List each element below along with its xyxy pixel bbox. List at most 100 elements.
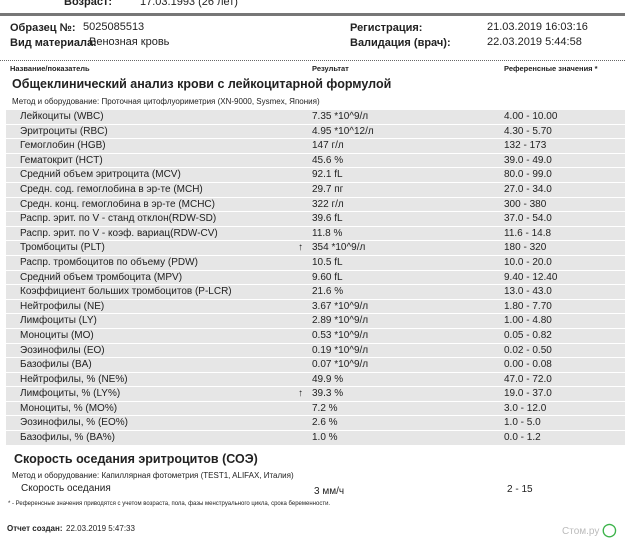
cbc-method: Метод и оборудование: Проточная цитофлуо… [12,97,320,106]
row-result: 4.95 *10^12/л [312,125,374,137]
tooth-icon: ◯ [602,522,617,537]
row-name: Базофилы (BA) [20,359,92,371]
report-label: Отчет создан: [7,524,63,533]
high-flag-icon: ↑ [298,388,303,400]
row-ref: 11.6 - 14.8 [504,227,552,239]
row-ref: 1.80 - 7.70 [504,300,552,312]
table-row: Лимфоциты (LY) 2.89 *10^9/л 1.00 - 4.80 [6,314,625,329]
table-row: Моноциты, % (MO%) 7.2 % 3.0 - 12.0 [6,401,625,417]
row-result: 7.2 % [312,402,338,414]
row-result: 147 г/л [312,140,344,152]
table-row: Лимфоциты, % (LY%) ↑ 39.3 % 19.0 - 37.0 [6,387,625,402]
row-name: Гематокрит (HCT) [20,154,103,166]
row-result: 3.67 *10^9/л [312,300,369,312]
row-name: Распр. эрит. по V - станд отклон(RDW-SD) [20,213,217,225]
row-ref: 3.0 - 12.0 [504,402,547,414]
table-row: Гемоглобин (HGB) 147 г/л 132 - 173 [6,139,625,154]
watermark-logo: Стом.ру ◯ [562,522,617,538]
row-ref: 10.0 - 20.0 [504,256,552,268]
age-label: Возраст: [64,0,112,8]
table-row: Средний объем эритроцита (MCV) 92.1 fL 80.… [6,168,625,183]
row-name: Средний объем тромбоцита (MPV) [20,271,183,283]
row-result: 0.53 *10^9/л [312,329,369,341]
row-ref: 0.0 - 1.2 [504,432,541,444]
row-name: Моноциты, % (MO%) [20,402,118,414]
validation-value: 22.03.2019 5:44:58 [487,36,582,48]
column-header-name: Название/показатель [10,64,90,73]
esr-ref: 2 - 15 [507,484,533,495]
report-value: 22.03.2019 5:47:33 [66,524,135,533]
material-value: Венозная кровь [89,36,170,48]
table-row: Нейтрофилы, % (NE%) 49.9 % 47.0 - 72.0 [6,372,625,388]
table-row: Гематокрит (HCT) 45.6 % 39.0 - 49.0 [6,153,625,169]
row-result: 11.8 % [312,227,343,239]
high-flag-icon: ↑ [298,242,303,254]
row-ref: 37.0 - 54.0 [504,213,552,225]
esr-result: 3 мм/ч [314,486,345,497]
row-ref: 1.0 - 5.0 [504,417,541,429]
dotted-divider [0,60,625,61]
row-name: Базофилы, % (BA%) [20,432,115,444]
table-row: Распр. эрит. по V - коэф. вариац(RDW-CV)… [6,226,625,242]
row-ref: 300 - 380 [504,198,547,210]
row-name: Нейтрофилы, % (NE%) [20,373,128,385]
row-name: Распр. тромбоцитов по объему (PDW) [20,256,198,268]
row-result: 45.6 % [312,154,344,166]
row-name: Эозинофилы, % (EO%) [20,417,128,429]
row-result: 0.19 *10^9/л [312,344,369,356]
row-result: 354 *10^9/л [312,242,366,254]
table-row: Лейкоциты (WBC) 7.35 *10^9/л 4.00 - 10.00 [6,110,625,125]
material-label: Вид материала: [10,37,97,49]
row-result: 10.5 fL [312,256,343,268]
row-result: 92.1 fL [312,169,343,181]
row-result: 49.9 % [312,373,344,385]
registration-value: 21.03.2019 16:03:16 [487,21,588,33]
row-name: Тромбоциты (PLT) [20,242,105,254]
table-row: Коэффициент больших тромбоцитов (P-LCR) 2… [6,285,625,300]
row-name: Моноциты (MO) [20,329,94,341]
table-row: Тромбоциты (PLT) ↑ 354 *10^9/л 180 - 320 [6,241,625,256]
table-row: Средний объем тромбоцита (MPV) 9.60 fL 9.4… [6,270,625,286]
row-ref: 39.0 - 49.0 [504,154,552,166]
row-name: Распр. эрит. по V - коэф. вариац(RDW-CV) [20,227,218,239]
row-result: 9.60 fL [312,271,343,283]
divider [0,13,625,16]
row-name: Лимфоциты, % (LY%) [20,388,121,400]
row-result: 7.35 *10^9/л [312,111,369,122]
row-ref: 47.0 - 72.0 [504,373,552,385]
table-row: Базофилы, % (BA%) 1.0 % 0.0 - 1.2 [6,431,625,446]
row-result: 1.0 % [312,432,338,444]
column-header-result: Результат [312,64,349,73]
row-name: Средн. сод. гемоглобина в эр-те (MCH) [20,183,203,195]
table-row: Распр. эрит. по V - станд отклон(RDW-SD)… [6,212,625,227]
esr-name: Скорость оседания [21,483,111,494]
row-ref: 19.0 - 37.0 [504,388,552,400]
row-name: Лимфоциты (LY) [20,315,97,327]
age-value: 17.03.1993 (26 лет) [140,0,238,8]
row-ref: 0.05 - 0.82 [504,329,552,341]
cbc-results-table: Лейкоциты (WBC) 7.35 *10^9/л 4.00 - 10.00 Э… [6,110,625,446]
row-result: 2.6 % [312,417,338,429]
row-name: Гемоглобин (HGB) [20,140,106,152]
table-row: Эритроциты (RBC) 4.95 *10^12/л 4.30 - 5.70 [6,124,625,140]
row-name: Нейтрофилы (NE) [20,300,105,312]
registration-label: Регистрация: [350,22,423,34]
row-result: 2.89 *10^9/л [312,315,369,327]
row-ref: 9.40 - 12.40 [504,271,558,283]
row-result: 21.6 % [312,286,344,298]
row-ref: 13.0 - 43.0 [504,286,552,298]
row-ref: 4.00 - 10.00 [504,111,558,122]
row-ref: 0.00 - 0.08 [504,359,552,371]
row-ref: 27.0 - 34.0 [504,183,552,195]
validation-label: Валидация (врач): [350,37,451,49]
row-ref: 4.30 - 5.70 [504,125,552,137]
row-name: Коэффициент больших тромбоцитов (P-LCR) [20,286,232,298]
row-result: 322 г/л [312,198,344,210]
row-result: 0.07 *10^9/л [312,359,369,371]
table-row: Базофилы (BA) 0.07 *10^9/л 0.00 - 0.08 [6,358,625,373]
row-result: 39.6 fL [312,213,343,225]
table-row: Моноциты (MO) 0.53 *10^9/л 0.05 - 0.82 [6,328,625,344]
row-ref: 80.0 - 99.0 [504,169,552,181]
row-name: Эритроциты (RBC) [20,125,108,137]
esr-title: Скорость оседания эритроцитов (СОЭ) [14,452,258,466]
